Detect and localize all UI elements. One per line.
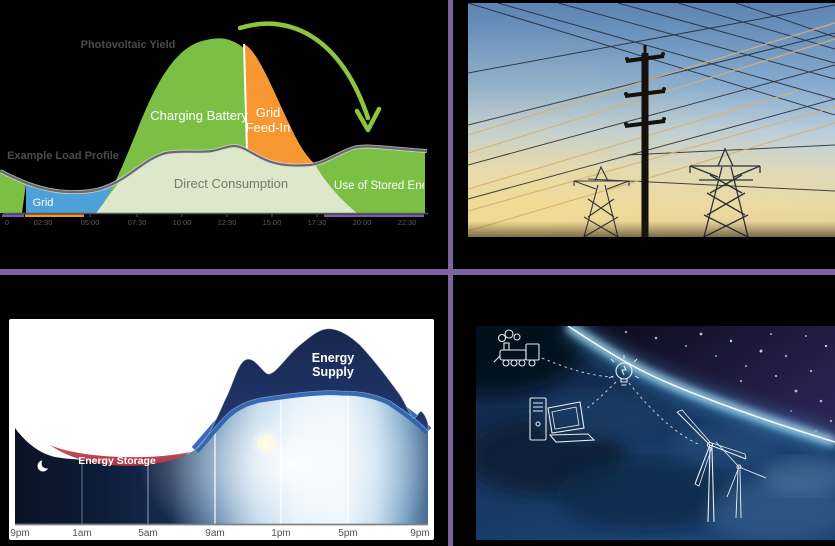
- pv-dome-divider-line: [243, 43, 248, 153]
- x-tick-label: 9pm: [10, 528, 29, 539]
- x-tick-label: 20:00: [353, 218, 372, 227]
- energy-supply-chart-panel: Energy Supply Energy Storage 9pm 1am 5am…: [9, 319, 434, 540]
- earth-from-space-photo: [476, 326, 835, 540]
- energy-supply-cap: [194, 328, 429, 451]
- direct-consumption-label: Direct Consumption: [174, 176, 288, 191]
- x-tick-label: 0: [5, 218, 9, 227]
- time-gridlines: [81, 387, 349, 524]
- grid-feed-in-label-line2: Feed-In: [246, 120, 291, 135]
- dotted-connector: [628, 382, 699, 445]
- load-profile-label: Example Load Profile: [7, 150, 119, 162]
- x-tick-label: 02:30: [34, 218, 53, 227]
- sunset-glow: [468, 3, 835, 237]
- energy-supply-label-line2: Supply: [312, 365, 354, 379]
- steam-train-icon: [493, 329, 540, 367]
- x-tick-label: 07:30: [128, 218, 147, 227]
- wind-turbine-icon: [715, 441, 767, 519]
- moon-icon: [37, 458, 52, 472]
- energy-supply-label-line1: Energy: [312, 351, 354, 365]
- energy-supply-chart: Energy Supply Energy Storage 9pm 1am 5am…: [10, 328, 432, 539]
- pv-x-tick-labels: 0 02:30 05:00 07:30 10:00 12:30 15:00 17…: [5, 218, 416, 227]
- pv-generation-chart: 0 02:30 05:00 07:30 10:00 12:30 15:00 17…: [0, 21, 435, 227]
- x-tick-label: 9am: [205, 528, 224, 539]
- pv-x-axis: [2, 212, 428, 218]
- grid-divider-horizontal: [0, 269, 835, 275]
- energy-storage-label: Energy Storage: [78, 455, 156, 467]
- x-tick-label: 12:30: [218, 218, 237, 227]
- use-of-stored-energy-label: Use of Stored Energy: [334, 180, 435, 192]
- power-wires-sunlit: [468, 22, 835, 232]
- x-tick-label: 17:30: [308, 218, 327, 227]
- pv-region-feed-in: [244, 44, 315, 166]
- load-profile-curve: [0, 143, 428, 195]
- wind-turbine-icon: [676, 409, 747, 523]
- sun-halo: [250, 427, 282, 459]
- power-lines-photo: [468, 3, 835, 237]
- supply-area-fill: [15, 328, 428, 525]
- pv-region-direct: [96, 146, 357, 213]
- grid-feed-in-label-line1: Grid: [256, 105, 281, 120]
- dotted-connector: [585, 381, 617, 410]
- utility-pole-icon: [624, 45, 666, 237]
- x-tick-label: 5am: [138, 528, 157, 539]
- pv-title-label: Photovoltaic Yield: [81, 39, 176, 51]
- pv-region-evening-stored: [315, 146, 425, 213]
- x-tick-label: 1pm: [271, 528, 290, 539]
- x-tick-label: 15:00: [263, 218, 282, 227]
- energy-storage-crescent: [50, 445, 190, 466]
- x-tick-label: 05:00: [81, 218, 100, 227]
- energy-icons-overlay: [493, 329, 767, 523]
- x-tick-label: 1am: [72, 528, 91, 539]
- x-tick-label: 22:30: [398, 218, 417, 227]
- light-bulb-icon: [608, 355, 640, 386]
- stored-energy-arrow-icon: [237, 21, 382, 133]
- x-tick-label: 9pm: [410, 528, 429, 539]
- atmosphere-glow: [561, 326, 835, 453]
- charging-battery-label: Charging Battery: [150, 108, 248, 123]
- pv-region-grid: [26, 179, 122, 213]
- horizon-shadow: [468, 221, 835, 237]
- dotted-connector: [541, 357, 615, 378]
- desktop-computer-icon: [529, 397, 596, 443]
- x-tick-label: 10:00: [173, 218, 192, 227]
- supply-x-tick-labels: 9pm 1am 5am 9am 1pm 5pm 9pm: [10, 528, 429, 539]
- x-tick-label: 5pm: [338, 528, 357, 539]
- grid-label: Grid: [33, 197, 54, 209]
